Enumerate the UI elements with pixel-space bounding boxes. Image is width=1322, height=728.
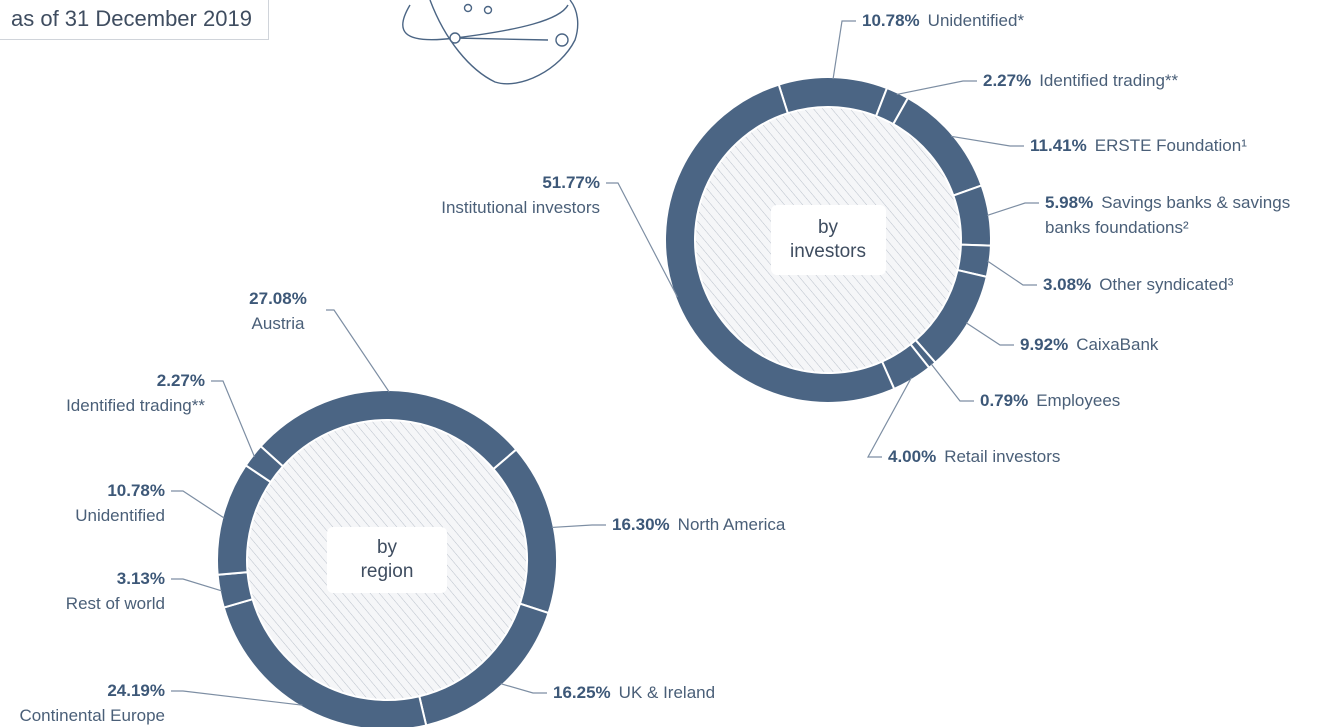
segment-label: 10.78% Unidentified xyxy=(0,478,165,528)
segment-label: 11.41% ERSTE Foundation¹ xyxy=(1030,133,1322,158)
segment-label: 3.08% Other syndicated³ xyxy=(1043,272,1322,297)
segment-label: 10.78% Unidentified* xyxy=(862,8,1222,33)
category-label: Savings banks & savings banks foundation… xyxy=(1045,193,1291,237)
leader-line xyxy=(987,260,1037,286)
category-label: Identified trading** xyxy=(1039,71,1179,90)
leader-line xyxy=(500,683,547,694)
leader-line xyxy=(930,363,974,402)
category-label: ERSTE Foundation¹ xyxy=(1094,136,1247,155)
category-label: UK & Ireland xyxy=(618,683,716,702)
value-label: 51.77% xyxy=(542,173,600,192)
leader-line xyxy=(965,322,1014,346)
segment-label: 2.27% Identified trading** xyxy=(0,368,205,418)
value-label: 3.13% xyxy=(116,569,165,588)
atom-icon xyxy=(402,0,579,85)
leader-line xyxy=(551,524,606,529)
leader-line xyxy=(951,135,1024,147)
leader-line xyxy=(896,80,977,96)
date-note: as of 31 December 2019 xyxy=(0,0,269,40)
center-box: by investors xyxy=(770,205,886,275)
category-label: Rest of world xyxy=(65,594,165,613)
category-label: Austria xyxy=(251,314,305,333)
leader-line xyxy=(171,578,223,592)
segment-label: 9.92% CaixaBank xyxy=(1020,332,1322,357)
value-label: 9.92% xyxy=(1020,335,1069,354)
segment-label: 27.08% Austria xyxy=(158,286,398,336)
value-label: 16.30% xyxy=(612,515,670,534)
leader-line xyxy=(211,380,256,457)
value-label: 16.25% xyxy=(553,683,611,702)
segment-label: 4.00% Retail investors xyxy=(888,444,1248,469)
segment-label: 0.79% Employees xyxy=(980,388,1322,413)
category-label: Institutional investors xyxy=(441,198,600,217)
category-label: CaixaBank xyxy=(1076,335,1159,354)
category-label: Other syndicated³ xyxy=(1099,275,1234,294)
leader-line xyxy=(606,182,679,298)
leader-line xyxy=(326,309,390,393)
donut-segment xyxy=(664,83,896,404)
value-label: 4.00% xyxy=(888,447,937,466)
segment-label: 16.25% UK & Ireland xyxy=(553,680,913,705)
value-label: 24.19% xyxy=(107,681,165,700)
category-label: North America xyxy=(677,515,786,534)
category-label: Continental Europe xyxy=(19,706,165,725)
category-label: Identified trading** xyxy=(66,396,205,415)
value-label: 0.79% xyxy=(980,391,1029,410)
leader-line xyxy=(171,490,225,519)
donut-segment xyxy=(244,444,285,484)
value-label: 10.78% xyxy=(862,11,920,30)
segment-label: 3.13% Rest of world xyxy=(0,566,165,616)
value-label: 2.27% xyxy=(156,371,205,390)
category-label: Retail investors xyxy=(944,447,1061,466)
center-label: by region xyxy=(360,537,414,582)
category-label: Employees xyxy=(1036,391,1121,410)
segment-label: 51.77% Institutional investors xyxy=(340,170,600,220)
leader-line xyxy=(986,202,1039,216)
category-label: Unidentified xyxy=(75,506,165,525)
leader-line xyxy=(832,20,856,80)
value-label: 2.27% xyxy=(983,71,1032,90)
segment-label: 5.98% Savings banks & savings banks found… xyxy=(1045,190,1295,240)
leader-line xyxy=(171,690,303,706)
center-box: by region xyxy=(327,527,447,593)
value-label: 11.41% xyxy=(1030,136,1087,155)
segment-label: 16.30% North America xyxy=(612,512,972,537)
category-label: Unidentified* xyxy=(927,11,1025,30)
value-label: 5.98% xyxy=(1045,193,1094,212)
leader-line xyxy=(866,377,912,458)
value-label: 10.78% xyxy=(107,481,165,500)
value-label: 3.08% xyxy=(1043,275,1092,294)
value-label: 27.08% xyxy=(249,289,307,308)
center-label: by investors xyxy=(789,217,867,262)
segment-label: 2.27% Identified trading** xyxy=(983,68,1322,93)
segment-label: 24.19% Continental Europe xyxy=(0,678,165,728)
